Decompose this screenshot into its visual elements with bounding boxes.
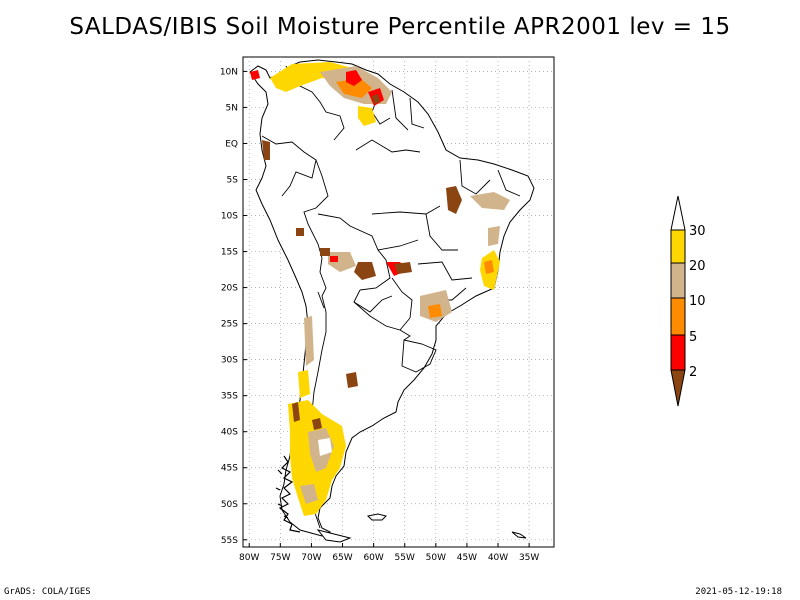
shade-east-brazil-tan (488, 226, 500, 246)
south-georgia (511, 531, 527, 539)
lat-tick-label: EQ (225, 139, 238, 149)
shade-ne-brazil-tan (470, 192, 510, 210)
lat-tick-label: 30S (221, 356, 238, 366)
lat-tick-label: 5N (226, 103, 238, 113)
lat-tick-label: 5S (227, 176, 239, 186)
chile-fjords (275, 455, 301, 533)
border-chile-bolivia (317, 291, 325, 309)
shade-colombia-north (270, 62, 352, 92)
border-peru-bolivia (319, 257, 327, 297)
lon-tick-label: 80W (239, 553, 259, 563)
footer-timestamp: 2021-05-12-19:18 (695, 587, 782, 597)
shade-chile-south-brown (292, 402, 300, 422)
lon-tick-label: 65W (332, 553, 352, 563)
shade-ecuador-brown (262, 140, 270, 160)
border-suriname-guiana (409, 97, 425, 129)
shade-venezuela-orange (336, 78, 372, 98)
lon-tick-label: 55W (395, 553, 415, 563)
colorbar-label-10: 10 (689, 294, 706, 309)
lat-tick-label: 20S (221, 284, 238, 294)
shade-central-brown-2 (394, 262, 412, 274)
shade-venezuela-red (346, 70, 362, 86)
shade-south-brazil-orange (428, 304, 442, 318)
map-title: SALDAS/IBIS Soil Moisture Percentile APR… (69, 14, 731, 40)
colorbar-top-arrow (670, 195, 686, 231)
shade-nw-speck (250, 70, 260, 80)
colorbar-label-5: 5 (689, 330, 697, 345)
lat-tick-label: 45S (221, 464, 238, 474)
lat-tick-label: 50S (221, 500, 238, 510)
shade-mato-grosso-brown (320, 248, 330, 256)
lon-tick-label: 75W (270, 553, 290, 563)
brazil-internal-3 (377, 239, 419, 251)
colorbar-label-30: 30 (689, 224, 706, 239)
colorbar-label-20: 20 (689, 259, 706, 274)
shade-argentina-brown (346, 372, 358, 388)
colorbar-bottom-arrow (670, 369, 686, 407)
shade-ne-brazil-brown (446, 186, 462, 214)
brazil-internal-8 (497, 169, 521, 197)
lat-tick-label: 10N (220, 67, 238, 77)
shade-peru-brown (296, 228, 304, 236)
border-argentina-brazil (399, 329, 411, 341)
longitude-ticks: 80W 75W 70W 65W 60W 55W 50W 45W 40W 35W (239, 543, 539, 563)
lat-tick-label: 35S (221, 392, 238, 402)
shade-bolivia-red (330, 256, 338, 262)
lat-tick-label: 40S (221, 428, 238, 438)
colorbar-segment-5-10 (670, 297, 686, 336)
falkland-islands (366, 513, 387, 521)
lon-tick-label: 70W (301, 553, 321, 563)
colorbar-segment-2-5 (670, 334, 686, 371)
soil-moisture-shading (250, 62, 510, 516)
colorbar-segment-20-30 (670, 229, 686, 264)
border-guyana-suriname (391, 89, 409, 131)
shade-guyana-yellow (358, 106, 376, 126)
lon-tick-label: 45W (457, 553, 477, 563)
lon-tick-label: 40W (488, 553, 508, 563)
lat-tick-label: 55S (221, 536, 238, 546)
shade-chile-central (304, 316, 314, 366)
lon-tick-label: 60W (363, 553, 383, 563)
border-argentina-paraguay (353, 301, 411, 331)
brazil-internal-4 (417, 261, 473, 281)
brazil-internal-7 (459, 159, 491, 195)
lat-tick-label: 10S (221, 212, 238, 222)
shade-patagonia-brown (312, 418, 322, 430)
shade-chile-central-yellow (298, 370, 310, 398)
shade-central-brown (354, 262, 376, 280)
brazil-internal-1 (371, 205, 441, 215)
shade-patagonia-white (318, 438, 332, 456)
tierra-del-fuego (316, 529, 352, 543)
lon-tick-label: 50W (426, 553, 446, 563)
colorbar: 30 20 10 5 2 (670, 195, 706, 407)
lon-tick-label: 35W (519, 553, 539, 563)
lat-tick-label: 15S (221, 248, 238, 258)
colorbar-segment-10-20 (670, 262, 686, 299)
shade-patagonia-tan-2 (300, 484, 318, 504)
latitude-ticks: 10N 5N EQ 5S 10S 15S 20S 25S 30S 35S 40S 45S 50S 55S (220, 67, 247, 546)
border-uruguay (401, 339, 437, 373)
border-bolivia-paraguay (353, 289, 393, 313)
border-brazil-peru (303, 159, 329, 259)
lat-tick-label: 25S (221, 320, 238, 330)
brazil-internal-6 (355, 139, 421, 153)
shade-east-brazil-orange (484, 260, 494, 274)
brazil-internal-2 (425, 213, 458, 251)
border-brazil-paraguay (391, 277, 413, 319)
colorbar-label-2: 2 (689, 365, 697, 380)
footer-credit: GrADS: COLA/IGES (4, 587, 91, 597)
shade-guyana-brown (372, 94, 380, 104)
